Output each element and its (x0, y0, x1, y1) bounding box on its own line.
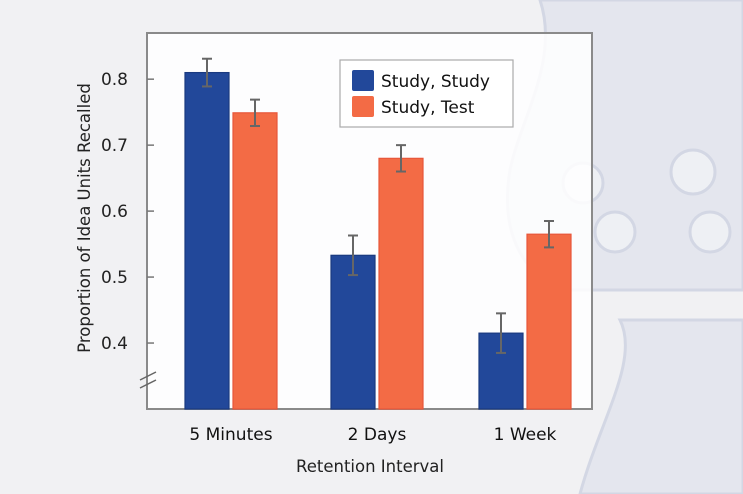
bar-study-test (232, 112, 278, 410)
x-axis-labels: 5 Minutes 2 Days 1 Week (189, 425, 556, 445)
x-tick-label: 1 Week (494, 425, 557, 445)
y-axis-title: Proportion of Idea Units Recalled (75, 83, 94, 353)
y-tick-label: 0.5 (101, 268, 128, 288)
bar-study-test (526, 233, 572, 410)
y-tick-label: 0.4 (101, 334, 128, 354)
y-tick-label: 0.6 (101, 202, 128, 222)
legend-swatch-study-test (352, 96, 374, 117)
y-tick-label: 0.8 (101, 70, 128, 90)
bar-study-study (184, 71, 230, 410)
x-tick-label: 2 Days (348, 425, 407, 445)
legend: Study, Study Study, Test (339, 59, 514, 128)
x-axis-title: Retention Interval (296, 457, 444, 476)
axis-break-mark (139, 379, 157, 389)
legend-label-study-study: Study, Study (381, 72, 490, 92)
bars (184, 57, 572, 410)
x-tick-label: 5 Minutes (189, 425, 272, 445)
y-axis: 0.4 0.5 0.6 0.7 0.8 (101, 70, 154, 354)
legend-label-study-test: Study, Test (381, 98, 475, 118)
axis-break-mark (139, 371, 157, 381)
y-tick-label: 0.7 (101, 136, 128, 156)
legend-swatch-study-study (352, 70, 374, 91)
bar-study-test (378, 157, 424, 410)
bar-study-study (330, 254, 376, 410)
